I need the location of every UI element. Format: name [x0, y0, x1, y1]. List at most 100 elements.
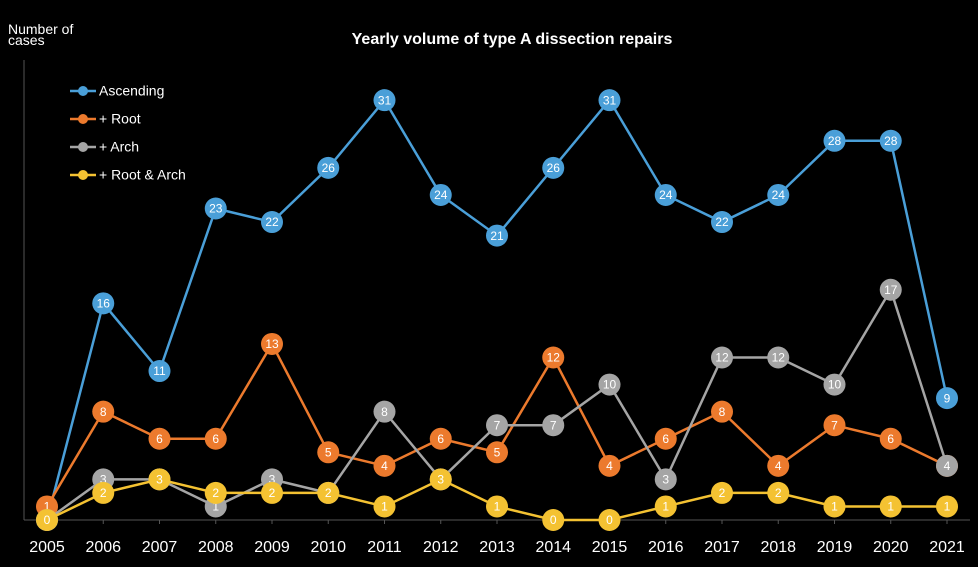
data-point: [542, 346, 565, 369]
data-label: 8: [381, 405, 388, 419]
x-tick-label: 2005: [29, 539, 65, 556]
data-label: 5: [494, 445, 501, 459]
data-point: [486, 495, 508, 518]
data-point: [598, 454, 621, 477]
data-label: 21: [490, 229, 504, 243]
data-label: 7: [494, 418, 501, 432]
x-tick-label: 2007: [142, 539, 178, 556]
data-point: [92, 400, 115, 423]
legend-label: + Arch: [99, 139, 139, 155]
data-label: 24: [659, 188, 673, 202]
data-label: 24: [772, 188, 786, 202]
x-tick-label: 2021: [929, 539, 965, 556]
data-label: 2: [100, 486, 107, 500]
data-label: 2: [269, 486, 276, 500]
data-point: [429, 183, 452, 206]
data-point: [486, 224, 508, 247]
x-tick-label: 2020: [873, 539, 909, 556]
x-tick-label: 2011: [367, 539, 402, 556]
data-point: [486, 414, 508, 437]
x-tick-label: 2006: [85, 539, 121, 556]
data-label: 0: [606, 513, 613, 527]
data-point: [317, 441, 340, 464]
data-point: [711, 346, 733, 369]
data-point: [879, 278, 902, 301]
data-point: [711, 400, 733, 423]
data-label: 22: [265, 215, 279, 229]
data-point: [767, 183, 790, 206]
data-label: 26: [322, 161, 336, 175]
data-label: 1: [381, 500, 388, 514]
data-point: [261, 211, 283, 234]
data-label: 3: [156, 473, 163, 487]
data-point: [936, 454, 958, 477]
data-point: [767, 346, 790, 369]
data-label: 4: [606, 459, 613, 473]
data-label: 2: [325, 486, 332, 500]
data-label: 6: [437, 432, 444, 446]
data-label: 0: [44, 513, 51, 527]
data-label: 2: [775, 486, 782, 500]
data-point: [317, 481, 340, 504]
data-label: 12: [547, 351, 561, 365]
data-label: 4: [775, 459, 782, 473]
data-point: [654, 468, 677, 491]
data-point: [936, 387, 958, 410]
data-point: [823, 495, 846, 518]
data-label: 6: [212, 432, 219, 446]
data-point: [823, 414, 846, 437]
data-label: 3: [662, 473, 669, 487]
data-point: [261, 481, 283, 504]
data-point: [373, 89, 396, 112]
data-label: 31: [603, 93, 617, 107]
legend-label: + Root: [99, 111, 141, 127]
legend-marker: [78, 86, 88, 96]
data-point: [823, 373, 846, 396]
data-point: [598, 509, 621, 531]
x-tick-label: 2012: [423, 539, 459, 556]
data-label: 3: [100, 473, 107, 487]
y-axis-label: Number of cases: [8, 24, 74, 48]
data-point: [879, 495, 902, 518]
data-label: 28: [884, 134, 898, 148]
data-label: 4: [944, 459, 951, 473]
y-label-box: Number of cases: [8, 24, 74, 48]
data-point: [373, 495, 396, 518]
data-label: 2: [719, 486, 726, 500]
x-tick-label: 2018: [760, 539, 796, 556]
data-label: 1: [662, 500, 669, 514]
data-label: 6: [662, 432, 669, 446]
data-point: [204, 481, 227, 504]
data-point: [711, 211, 733, 234]
data-point: [92, 481, 115, 504]
legend-label: + Root & Arch: [99, 167, 186, 183]
data-label: 9: [944, 391, 951, 405]
data-point: [148, 427, 171, 450]
data-label: 16: [97, 296, 111, 310]
data-point: [261, 332, 283, 355]
data-point: [373, 400, 396, 423]
data-point: [598, 373, 621, 396]
data-point: [879, 427, 902, 450]
data-label: 3: [437, 473, 444, 487]
data-label: 1: [212, 500, 219, 514]
legend-marker: [78, 142, 88, 152]
data-label: 26: [547, 161, 561, 175]
data-label: 31: [378, 93, 392, 107]
data-label: 8: [719, 405, 726, 419]
data-point: [598, 89, 621, 112]
data-label: 1: [944, 500, 951, 514]
data-point: [317, 156, 340, 179]
data-label: 4: [381, 459, 388, 473]
data-label: 5: [325, 445, 332, 459]
data-point: [36, 509, 58, 531]
data-point: [204, 197, 227, 220]
x-tick-label: 2013: [479, 539, 515, 556]
data-label: 2: [212, 486, 219, 500]
chart-title: Yearly volume of type A dissection repai…: [352, 31, 673, 48]
data-point: [767, 454, 790, 477]
data-label: 8: [100, 405, 107, 419]
data-label: 0: [550, 513, 557, 527]
